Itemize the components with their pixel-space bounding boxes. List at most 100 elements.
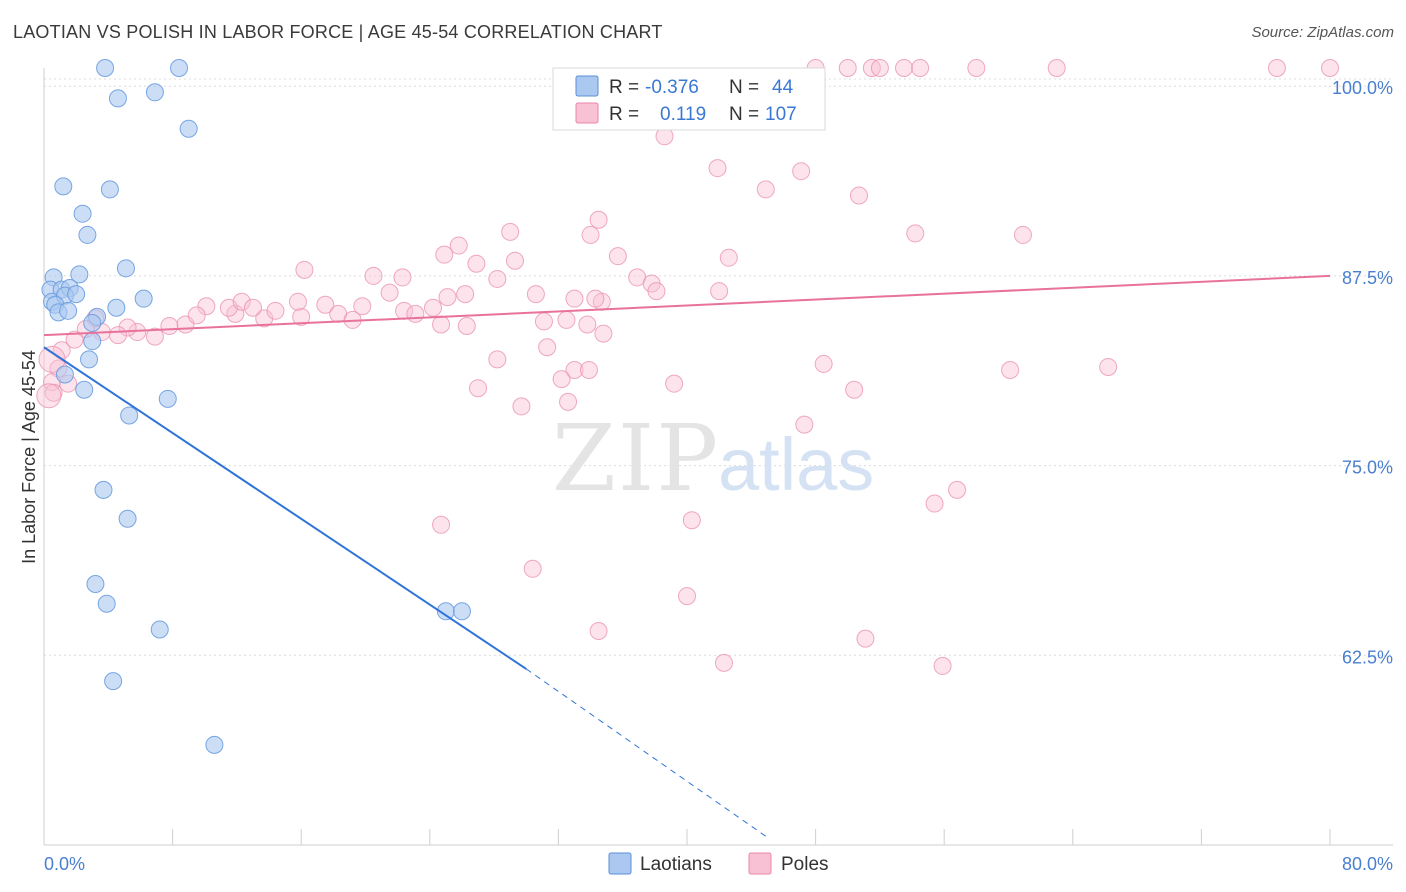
data-point-poles: [469, 379, 488, 398]
data-point-poles: [523, 559, 542, 578]
data-point-poles: [870, 59, 889, 77]
data-point-poles: [424, 298, 443, 317]
data-point-laotians: [75, 380, 94, 399]
trendline-laotians-extension: [525, 668, 768, 838]
data-point-laotians: [83, 332, 102, 351]
data-point-poles: [589, 210, 608, 229]
data-point-poles: [581, 225, 600, 244]
data-point-laotians: [120, 406, 139, 425]
watermark-zip: ZIP: [552, 405, 720, 512]
data-point-poles: [538, 338, 557, 357]
legend-r-value-poles: 0.119: [660, 104, 706, 125]
data-point-poles: [1013, 225, 1032, 244]
y-tick-label: 100.0%: [1332, 78, 1393, 98]
data-point-poles: [457, 316, 476, 335]
data-point-poles: [65, 330, 84, 349]
data-point-poles: [534, 312, 553, 331]
data-point-poles: [435, 245, 454, 264]
data-point-poles: [512, 397, 531, 416]
axis-labels: 100.0% 87.5% 75.0% 62.5% 0.0% 80.0% In Labor F…: [19, 78, 1393, 874]
data-point-laotians: [67, 285, 86, 304]
data-point-poles: [108, 326, 127, 345]
legend-n-label-poles: N =: [729, 104, 759, 125]
data-point-laotians: [86, 574, 105, 593]
data-point-poles: [467, 254, 486, 273]
data-point-poles: [1099, 357, 1118, 376]
data-point-poles: [449, 236, 468, 255]
series-legend: Laotians Poles: [608, 852, 829, 875]
data-point-poles: [145, 327, 164, 346]
series-legend-label-poles: Poles: [781, 854, 829, 875]
data-point-poles: [559, 392, 578, 411]
data-point-laotians: [70, 265, 89, 284]
data-point-laotians: [97, 594, 116, 613]
trendline-laotians: [43, 346, 527, 670]
y-tick-label: 62.5%: [1342, 647, 1393, 667]
chart-title: LAOTIAN VS POLISH IN LABOR FORCE | AGE 4…: [13, 22, 663, 42]
data-point-poles: [353, 297, 372, 316]
data-point-poles: [197, 297, 216, 316]
data-point-poles: [838, 59, 857, 77]
data-point-laotians: [145, 83, 164, 102]
axes: [43, 68, 1393, 846]
data-point-poles: [719, 248, 738, 267]
data-point-poles: [438, 288, 457, 307]
data-point-poles: [38, 345, 66, 373]
data-point-poles: [1001, 360, 1020, 379]
data-point-poles: [488, 350, 507, 369]
data-point-laotians: [116, 259, 135, 278]
data-point-poles: [665, 374, 684, 393]
data-point-poles: [792, 162, 811, 181]
data-point-laotians: [104, 672, 123, 691]
data-point-poles: [579, 360, 598, 379]
watermark: ZIP atlas: [552, 405, 874, 512]
poles-points: [36, 59, 1339, 675]
laotians-points: [41, 59, 471, 754]
data-point-poles: [526, 285, 545, 304]
data-point-poles: [608, 247, 627, 266]
legend-r-value-laotians: -0.376: [645, 77, 699, 98]
data-point-laotians: [59, 301, 78, 320]
trend-lines: [43, 274, 1331, 838]
data-point-laotians: [78, 225, 97, 244]
legend-r-label-laotians: R =: [609, 77, 639, 98]
data-point-poles: [714, 653, 733, 672]
data-point-laotians: [96, 59, 115, 77]
data-point-laotians: [73, 204, 92, 223]
data-point-poles: [795, 415, 814, 434]
data-point-poles: [266, 301, 285, 320]
data-point-poles: [678, 587, 696, 606]
data-point-poles: [845, 380, 864, 399]
x-tick-label-min: 0.0%: [44, 854, 85, 874]
data-point-laotians: [80, 350, 99, 369]
data-point-poles: [501, 222, 520, 241]
data-point-poles: [187, 306, 206, 325]
data-point-poles: [505, 251, 524, 270]
legend-r-label-poles: R =: [609, 104, 639, 125]
data-point-laotians: [170, 59, 189, 77]
data-point-poles: [232, 292, 251, 311]
data-point-poles: [557, 310, 576, 329]
data-point-poles: [565, 360, 584, 379]
data-point-poles: [682, 511, 701, 530]
data-point-poles: [292, 307, 311, 326]
data-point-laotians: [179, 119, 198, 138]
data-point-poles: [1321, 59, 1339, 77]
y-tick-label: 75.0%: [1342, 458, 1393, 478]
data-point-poles: [432, 515, 451, 534]
data-point-laotians: [55, 365, 74, 384]
x-tick-label-max: 80.0%: [1342, 854, 1393, 874]
data-point-poles: [967, 59, 986, 77]
legend-swatch-poles: [575, 102, 599, 124]
data-point-poles: [589, 622, 608, 641]
series-legend-swatch-poles: [748, 852, 772, 875]
data-point-poles: [295, 260, 314, 279]
data-point-laotians: [158, 389, 177, 408]
data-point-poles: [906, 224, 925, 243]
data-point-poles: [243, 298, 262, 317]
data-point-poles: [488, 269, 507, 288]
data-point-poles: [814, 354, 833, 373]
data-point-poles: [380, 283, 399, 302]
data-point-laotians: [150, 620, 169, 639]
